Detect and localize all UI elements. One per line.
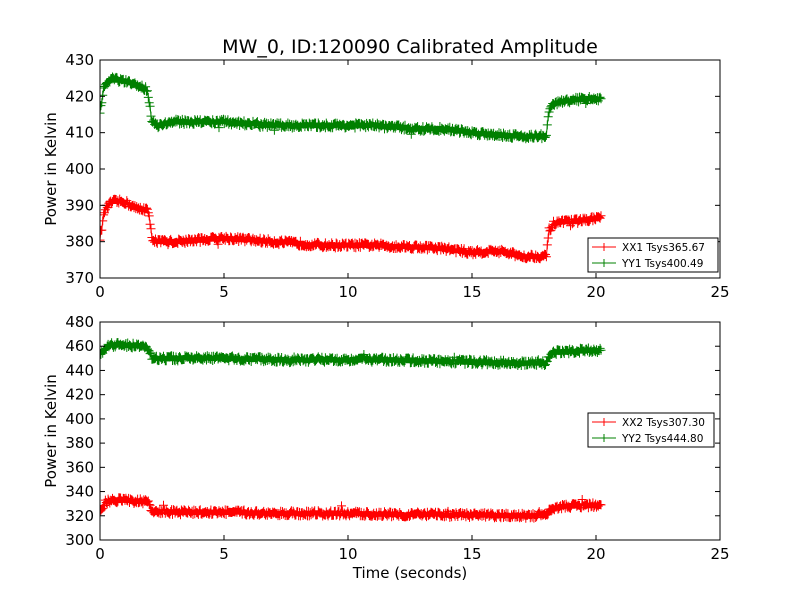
x-tick-label: 5 <box>219 545 229 563</box>
legend-box <box>587 412 715 448</box>
axes-frame <box>99 321 721 541</box>
y-tick-label: 300 <box>65 531 94 549</box>
y-tick-label: 410 <box>65 124 94 142</box>
legend-marker <box>600 259 608 267</box>
x-tick-label: 0 <box>95 283 105 301</box>
y-tick-label: 360 <box>65 458 94 476</box>
y-tick-label: 390 <box>65 196 94 214</box>
series-markers <box>100 194 606 264</box>
legend-marker <box>600 434 608 442</box>
series-markers <box>100 493 606 523</box>
legend-label: XX2 Tsys307.30 <box>622 417 705 429</box>
x-tick-label: 10 <box>338 545 357 563</box>
x-tick-label: 15 <box>462 283 481 301</box>
chart-title: MW_0, ID:120090 Calibrated Amplitude <box>222 36 598 58</box>
series-markers <box>100 72 606 144</box>
x-tick-label: 10 <box>338 283 357 301</box>
y-axis-label: Power in Kelvin <box>42 112 60 226</box>
series-yy <box>100 72 606 144</box>
legend: XX2 Tsys307.30 YY2 Tsys444.80 <box>587 412 715 448</box>
y-tick-label: 400 <box>65 160 94 178</box>
y-tick-label: 430 <box>65 51 94 69</box>
legend-marker <box>600 243 608 251</box>
legend-box <box>587 237 719 273</box>
x-tick-label: 0 <box>95 545 105 563</box>
y-tick-label: 440 <box>65 361 94 379</box>
x-tick-label: 25 <box>710 545 729 563</box>
x-axis-label: Time (seconds) <box>352 564 468 582</box>
y-tick-label: 420 <box>65 87 94 105</box>
series-xx <box>100 493 606 523</box>
y-tick-label: 380 <box>65 434 94 452</box>
legend-label: XX1 Tsys365.67 <box>622 242 705 254</box>
legend-label: YY1 Tsys400.49 <box>621 258 703 270</box>
x-tick-label: 25 <box>710 283 729 301</box>
y-tick-label: 400 <box>65 410 94 428</box>
legend-label: YY2 Tsys444.80 <box>621 433 703 445</box>
y-tick-label: 380 <box>65 233 94 251</box>
x-tick-label: 5 <box>219 283 229 301</box>
x-tick-label: 20 <box>586 545 605 563</box>
y-tick-label: 460 <box>65 337 94 355</box>
y-tick-label: 340 <box>65 483 94 501</box>
series-xx <box>100 194 606 264</box>
y-axis-label: Power in Kelvin <box>42 374 60 488</box>
y-tick-label: 320 <box>65 507 94 525</box>
legend-marker <box>600 418 608 426</box>
y-tick-label: 480 <box>65 313 94 331</box>
series-markers <box>100 338 606 370</box>
x-tick-label: 20 <box>586 283 605 301</box>
x-tick-label: 15 <box>462 545 481 563</box>
bottom-panel: 0 5 10 15 20 25 300 320 340 360 380 400 420 440 460 480… <box>42 313 730 563</box>
top-panel: 0 5 10 15 20 25 370 380 390 400 410 420 430 Power in … <box>42 51 730 301</box>
y-tick-label: 370 <box>65 269 94 287</box>
y-tick-label: 420 <box>65 386 94 404</box>
series-yy <box>100 338 606 370</box>
legend: XX1 Tsys365.67 YY1 Tsys400.49 <box>587 237 719 273</box>
